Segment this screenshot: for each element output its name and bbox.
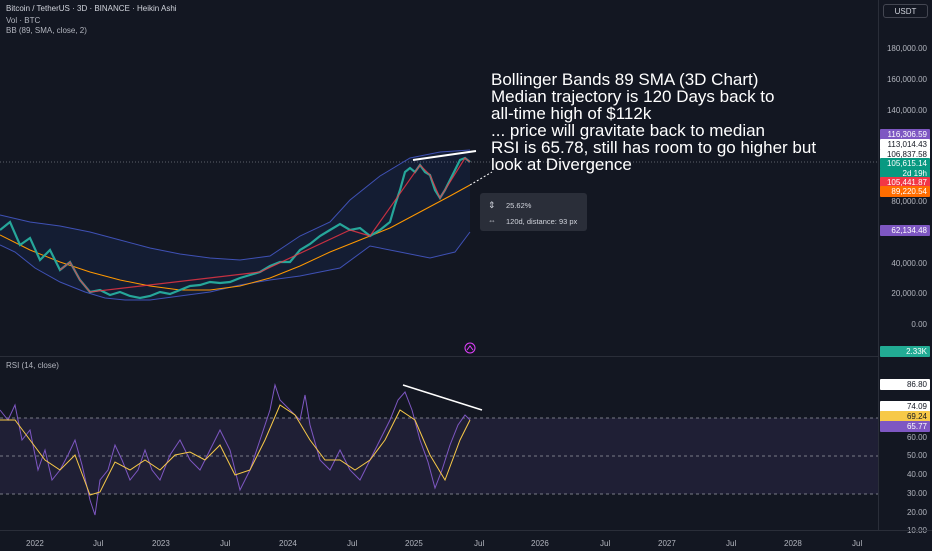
time-label: Jul (220, 539, 231, 548)
price-tag-open: 105,441.87 (880, 177, 930, 188)
rsi-tick: 60.00 (906, 433, 927, 442)
price-tag-countdown: 2d 19h (880, 168, 930, 179)
price-tag-last: 105,615.14 (880, 158, 930, 169)
bollinger-band-fill (0, 150, 470, 300)
time-label: 2024 (279, 539, 297, 548)
price-tick: 40,000.00 (891, 259, 927, 268)
price-series-down (59, 157, 471, 293)
rsi-tick: 50.00 (906, 451, 927, 460)
time-label: 2022 (26, 539, 44, 548)
rsi-legend[interactable]: RSI (14, close) (6, 361, 59, 370)
volume-legend[interactable]: Vol · BTC (6, 16, 41, 25)
symbol-title[interactable]: Bitcoin / TetherUS · 3D · BINANCE · Heik… (6, 4, 177, 13)
range-width-icon: ⇔ (488, 216, 496, 225)
annotation-line: Bollinger Bands 89 SMA (3D Chart) (491, 70, 759, 89)
bollinger-upper (0, 149, 471, 261)
time-label: Jul (600, 539, 611, 548)
price-tag-trendline: 113,014.43 (880, 139, 930, 150)
annotation-line: all-time high of $112k (491, 104, 652, 123)
price-tag-bb-upper: 116,306.59 (880, 129, 930, 140)
range-height-icon: ⇕ (488, 200, 496, 210)
time-label: 2027 (658, 539, 676, 548)
time-label: 2023 (152, 539, 170, 548)
time-label: Jul (347, 539, 358, 548)
annotation-line: ... price will gravitate back to median (491, 121, 766, 140)
price-tick: 20,000.00 (891, 289, 927, 298)
rsi-tick: 40.00 (906, 470, 927, 479)
rsi-tick: 30.00 (906, 489, 927, 498)
price-tick: 140,000.00 (886, 106, 927, 115)
time-label: 2025 (405, 539, 423, 548)
rsi-tag-high: 86.80 (880, 379, 930, 390)
time-label: Jul (726, 539, 737, 548)
annotation-line: look at Divergence (491, 155, 632, 174)
rsi-divergence-line (402, 384, 483, 411)
annotation-line: RSI is 65.78, still has room to go highe… (491, 138, 817, 157)
price-tick: 180,000.00 (886, 44, 927, 53)
bollinger-legend[interactable]: BB (89, SMA, close, 2) (6, 26, 87, 35)
measure-percent: 25.62% (506, 201, 532, 210)
chart-canvas[interactable] (0, 0, 878, 530)
annotation-line: Median trajectory is 120 Days back to (491, 87, 775, 106)
currency-button[interactable]: USDT (883, 4, 928, 18)
price-tag-high: 106,837.58 (880, 149, 930, 160)
pane-divider[interactable] (0, 356, 878, 357)
rsi-ma-line (0, 404, 471, 496)
tradingview-badge-icon (464, 342, 476, 354)
rsi-line (0, 383, 471, 516)
time-label: Jul (93, 539, 104, 548)
bollinger-median (0, 184, 471, 291)
price-tag-bb-lower: 62,134.48 (880, 225, 930, 236)
measure-range: 120d, distance: 93 px (506, 217, 578, 226)
rsi-tick: 20.00 (906, 508, 927, 517)
price-tick: 0.00 (911, 320, 927, 329)
rsi-tag-value: 65.77 (880, 421, 930, 432)
chart-annotation[interactable]: Bollinger Bands 89 SMA (3D Chart) Median… (491, 71, 816, 173)
price-tick: 80,000.00 (891, 197, 927, 206)
ath-trendline (412, 150, 477, 161)
price-tag-bb-median: 89,220.54 (880, 186, 930, 197)
measure-tooltip[interactable]: ⇕ 25.62% ⇔ 120d, distance: 93 px (480, 193, 587, 231)
rsi-tag-trendline: 74.09 (880, 401, 930, 412)
rsi-tag-ma: 69.24 (880, 411, 930, 422)
volume-tag: 2.33K (880, 346, 930, 357)
time-label: 2026 (531, 539, 549, 548)
time-label: Jul (852, 539, 863, 548)
price-tick: 160,000.00 (886, 75, 927, 84)
time-label: Jul (474, 539, 485, 548)
time-label: 2028 (784, 539, 802, 548)
median-projection (469, 171, 493, 186)
time-axis[interactable]: 2022 Jul 2023 Jul 2024 Jul 2025 Jul 2026… (0, 530, 932, 551)
price-scale[interactable]: 180,000.00 160,000.00 140,000.00 80,000.… (878, 0, 932, 535)
